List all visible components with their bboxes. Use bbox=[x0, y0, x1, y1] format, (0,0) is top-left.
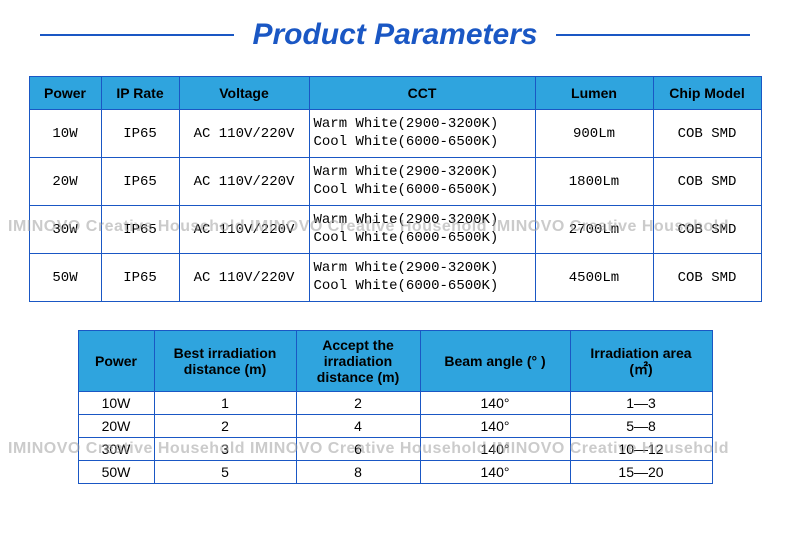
table-cell: 50W bbox=[29, 254, 101, 302]
table-cell: 10W bbox=[29, 110, 101, 158]
table-cell: IP65 bbox=[101, 110, 179, 158]
table-row: 20W24140°5—8 bbox=[78, 415, 712, 438]
table-cell: AC 110V/220V bbox=[179, 254, 309, 302]
col-header: Power bbox=[29, 77, 101, 110]
table-cell: 1—3 bbox=[570, 392, 712, 415]
table-row: 50W58140°15—20 bbox=[78, 461, 712, 484]
col-header: Chip Model bbox=[653, 77, 761, 110]
table-cell: 10—12 bbox=[570, 438, 712, 461]
table-cell: 10W bbox=[78, 392, 154, 415]
table-cell: 4 bbox=[296, 415, 420, 438]
table-row: 10WIP65AC 110V/220VWarm White(2900-3200K… bbox=[29, 110, 761, 158]
table-row: 50WIP65AC 110V/220VWarm White(2900-3200K… bbox=[29, 254, 761, 302]
table-cell: 140° bbox=[420, 392, 570, 415]
table-cell: 5 bbox=[154, 461, 296, 484]
table-cell: 2700Lm bbox=[535, 206, 653, 254]
table-cell: COB SMD bbox=[653, 254, 761, 302]
table-cell: 1800Lm bbox=[535, 158, 653, 206]
table-cell: Warm White(2900-3200K) Cool White(6000-6… bbox=[309, 254, 535, 302]
table-cell: COB SMD bbox=[653, 206, 761, 254]
table-cell: 3 bbox=[154, 438, 296, 461]
table-cell: 20W bbox=[29, 158, 101, 206]
table-cell: 2 bbox=[154, 415, 296, 438]
table-cell: COB SMD bbox=[653, 158, 761, 206]
table-header-row: PowerIP RateVoltageCCTLumenChip Model bbox=[29, 77, 761, 110]
col-header: Accept the irradiation distance (m) bbox=[296, 331, 420, 392]
table-row: 30W36140°10—12 bbox=[78, 438, 712, 461]
col-header: IP Rate bbox=[101, 77, 179, 110]
table-cell: Warm White(2900-3200K) Cool White(6000-6… bbox=[309, 158, 535, 206]
table-cell: COB SMD bbox=[653, 110, 761, 158]
title-row: Product Parameters bbox=[0, 0, 790, 62]
table-cell: IP65 bbox=[101, 206, 179, 254]
table-row: 30WIP65AC 110V/220VWarm White(2900-3200K… bbox=[29, 206, 761, 254]
table-cell: 8 bbox=[296, 461, 420, 484]
col-header: Power bbox=[78, 331, 154, 392]
table-header-row: PowerBest irradiation distance (m)Accept… bbox=[78, 331, 712, 392]
table-cell: 4500Lm bbox=[535, 254, 653, 302]
table-cell: 140° bbox=[420, 415, 570, 438]
table-cell: 20W bbox=[78, 415, 154, 438]
parameters-table: PowerIP RateVoltageCCTLumenChip Model 10… bbox=[29, 76, 762, 302]
table-cell: 5—8 bbox=[570, 415, 712, 438]
table-cell: Warm White(2900-3200K) Cool White(6000-6… bbox=[309, 110, 535, 158]
table-cell: 30W bbox=[78, 438, 154, 461]
col-header: CCT bbox=[309, 77, 535, 110]
table-cell: IP65 bbox=[101, 158, 179, 206]
table-row: 20WIP65AC 110V/220VWarm White(2900-3200K… bbox=[29, 158, 761, 206]
title-line-left bbox=[40, 34, 234, 36]
table-cell: 30W bbox=[29, 206, 101, 254]
col-header: Voltage bbox=[179, 77, 309, 110]
table-cell: 6 bbox=[296, 438, 420, 461]
table-cell: 15—20 bbox=[570, 461, 712, 484]
col-header: Best irradiation distance (m) bbox=[154, 331, 296, 392]
table-cell: AC 110V/220V bbox=[179, 110, 309, 158]
table-cell: IP65 bbox=[101, 254, 179, 302]
table-cell: 50W bbox=[78, 461, 154, 484]
page-title: Product Parameters bbox=[252, 18, 537, 52]
table-cell: AC 110V/220V bbox=[179, 158, 309, 206]
col-header: Irradiation area (㎡) bbox=[570, 331, 712, 392]
table-row: 10W12140°1—3 bbox=[78, 392, 712, 415]
col-header: Lumen bbox=[535, 77, 653, 110]
table-cell: 140° bbox=[420, 461, 570, 484]
table-cell: Warm White(2900-3200K) Cool White(6000-6… bbox=[309, 206, 535, 254]
table-cell: 2 bbox=[296, 392, 420, 415]
title-line-right bbox=[556, 34, 750, 36]
table-cell: 900Lm bbox=[535, 110, 653, 158]
table-cell: 140° bbox=[420, 438, 570, 461]
col-header: Beam angle (° ) bbox=[420, 331, 570, 392]
table-cell: 1 bbox=[154, 392, 296, 415]
table-cell: AC 110V/220V bbox=[179, 206, 309, 254]
irradiation-table: PowerBest irradiation distance (m)Accept… bbox=[78, 330, 713, 484]
